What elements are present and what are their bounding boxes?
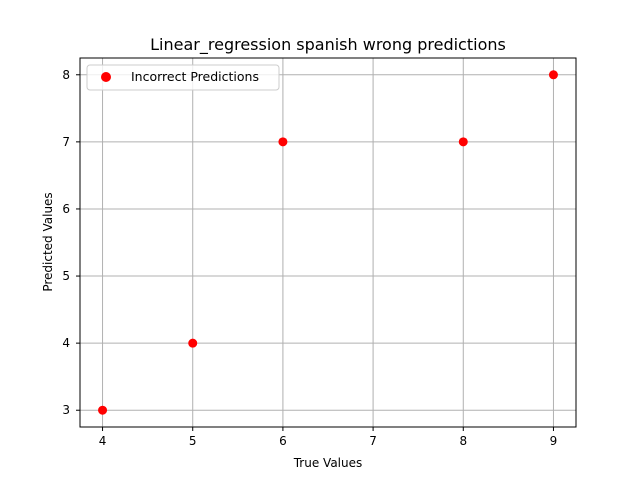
data-point	[98, 405, 108, 415]
ticks: 4 5 6 7 8 9 3 4 5 6 7 8	[62, 68, 557, 448]
x-tick-label: 4	[99, 434, 107, 448]
x-axis-label: True Values	[293, 456, 363, 470]
legend: Incorrect Predictions	[86, 64, 280, 91]
y-tick-label: 3	[62, 403, 70, 417]
x-tick-label: 9	[550, 434, 558, 448]
data-point	[278, 137, 288, 147]
x-tick-label: 7	[369, 434, 377, 448]
data-point	[548, 70, 558, 80]
y-tick-label: 7	[62, 135, 70, 149]
grid	[80, 58, 576, 427]
chart-title: Linear_regression spanish wrong predicti…	[150, 35, 506, 55]
y-tick-label: 4	[62, 336, 70, 350]
data-point	[458, 137, 468, 147]
legend-label: Incorrect Predictions	[131, 69, 259, 84]
y-tick-label: 6	[62, 202, 70, 216]
y-axis-label: Predicted Values	[41, 192, 55, 291]
legend-box	[86, 64, 280, 91]
legend-marker	[101, 72, 111, 82]
data-points	[98, 70, 558, 415]
plot-frame	[79, 57, 577, 428]
y-tick-label: 8	[62, 68, 70, 82]
x-tick-label: 8	[459, 434, 467, 448]
y-tick-label: 5	[62, 269, 70, 283]
x-tick-label: 5	[189, 434, 197, 448]
x-tick-label: 6	[279, 434, 287, 448]
data-point	[188, 338, 198, 348]
